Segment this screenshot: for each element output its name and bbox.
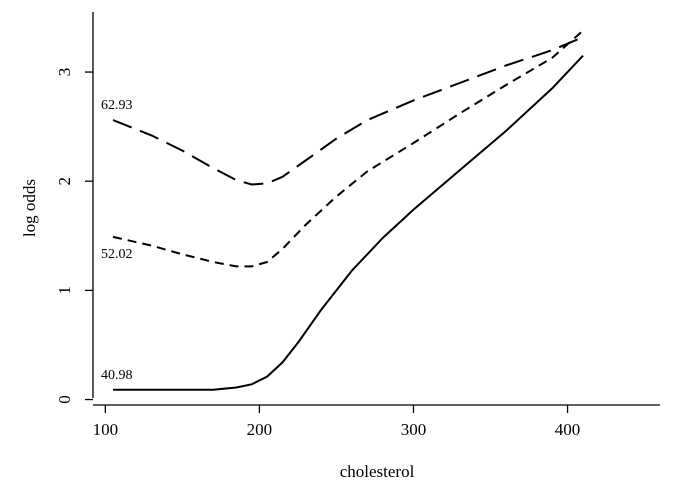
series-line-52-02 xyxy=(112,29,584,268)
y-tick-label: 2 xyxy=(55,177,74,186)
series-lines xyxy=(112,29,584,391)
x-axis-ticks: 100 200 300 400 xyxy=(93,405,581,439)
x-tick-label: 200 xyxy=(247,420,273,439)
series-line-62-93 xyxy=(112,36,584,186)
series-label-52-02: 52.02 xyxy=(101,247,133,262)
x-tick-label: 100 xyxy=(93,420,119,439)
x-tick-label: 400 xyxy=(555,420,581,439)
y-tick-label: 0 xyxy=(55,395,74,404)
series-label-40-98: 40.98 xyxy=(101,368,133,383)
series-line-40-98 xyxy=(113,55,584,391)
y-tick-label: 1 xyxy=(55,286,74,295)
x-tick-label: 300 xyxy=(401,420,427,439)
series-label-62-93: 62.93 xyxy=(101,98,133,113)
x-axis-title: cholesterol xyxy=(340,462,415,481)
y-axis-title: log odds xyxy=(20,179,39,237)
y-axis-ticks: 0 1 2 3 xyxy=(55,68,93,404)
y-tick-label: 3 xyxy=(55,68,74,77)
